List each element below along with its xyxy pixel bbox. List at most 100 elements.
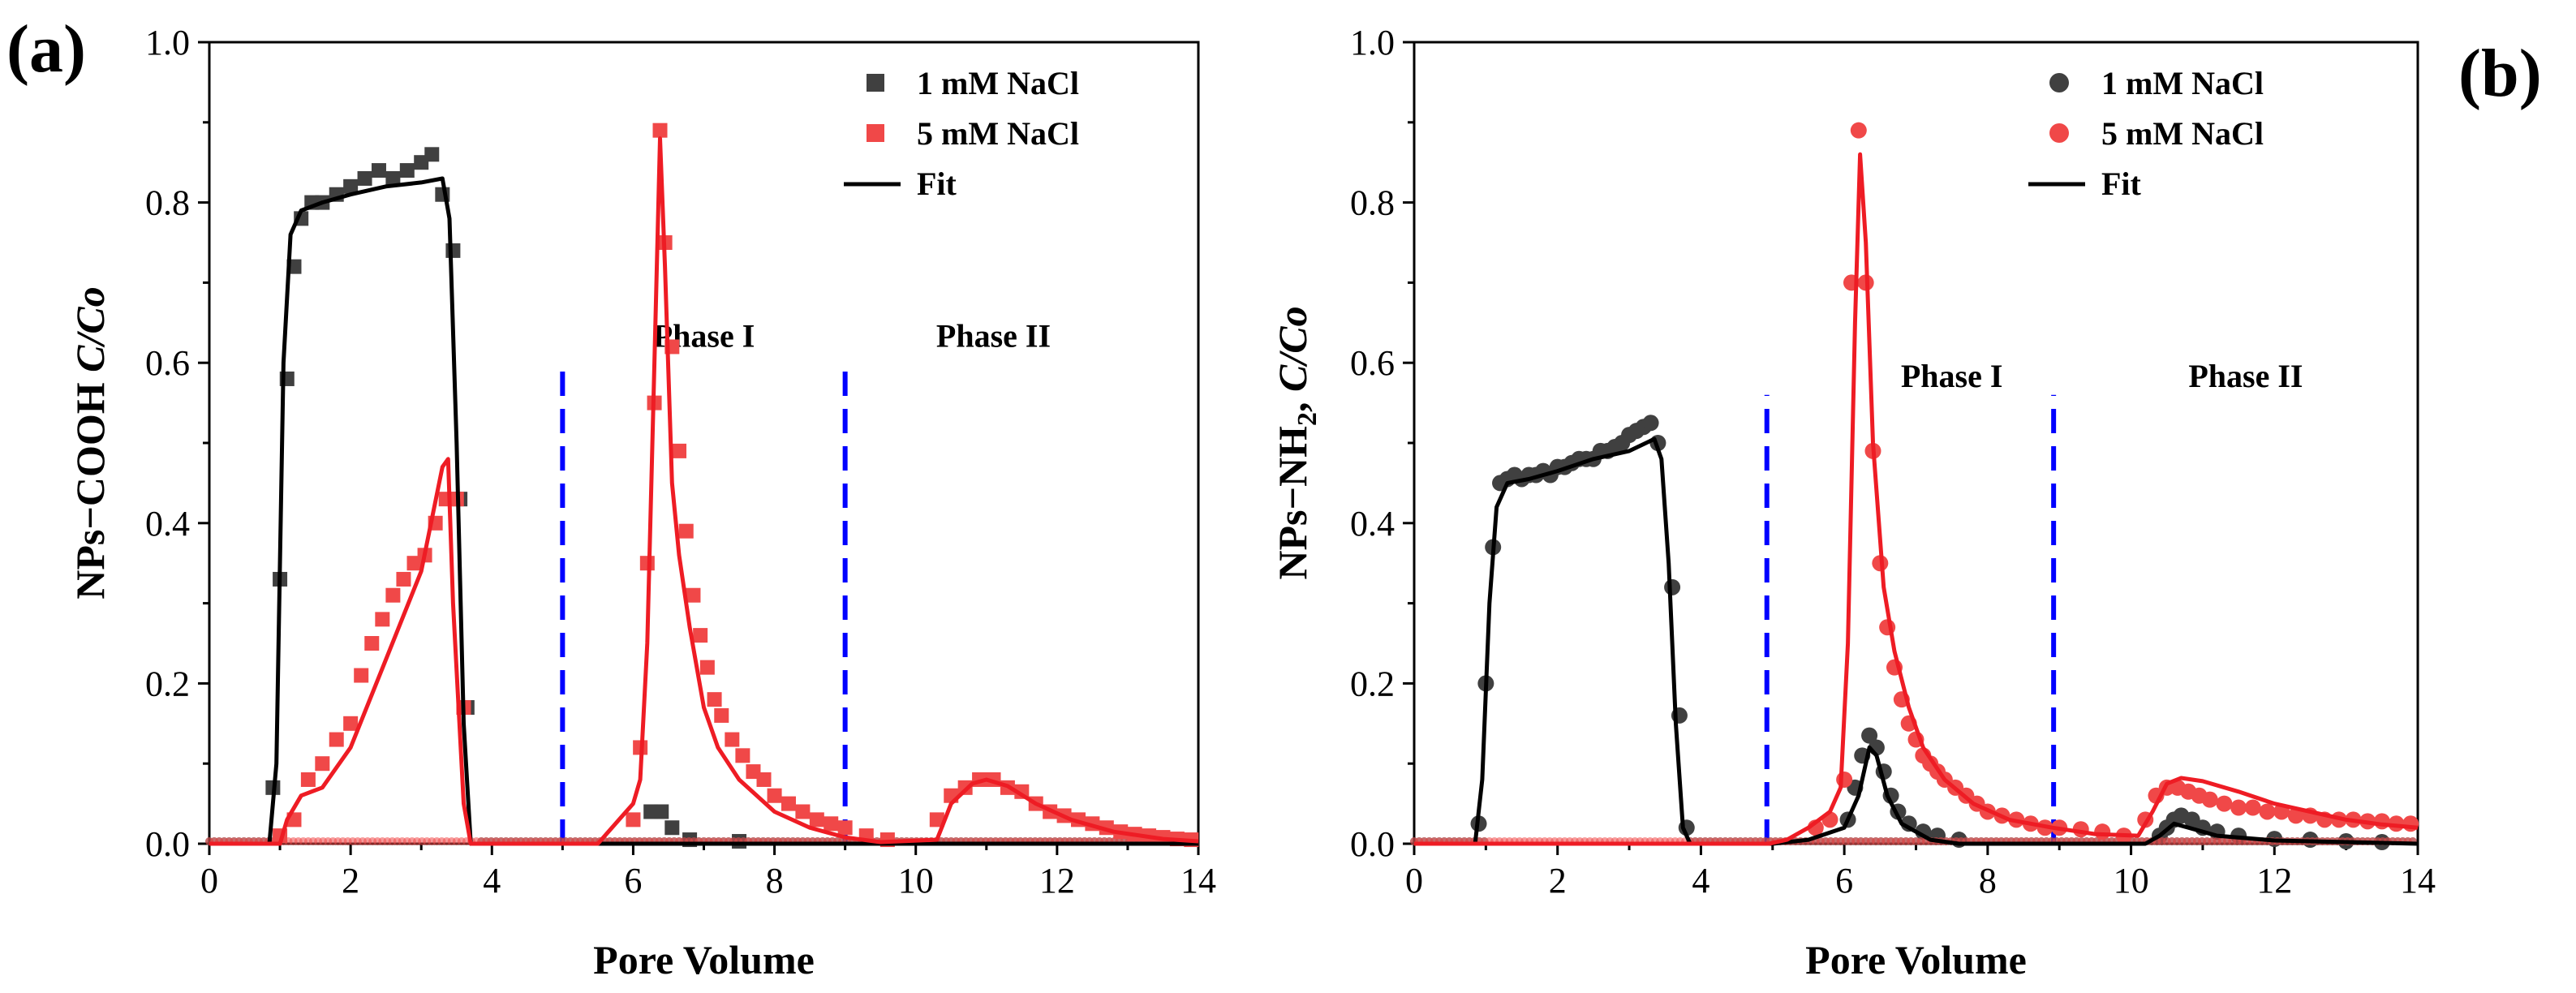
- panel-b: (b) 0 2 4 6 8 10 12 14 0.0 0.2 0.4 0.6 0.8 1.0 Pore Vo…: [1270, 23, 2542, 982]
- legend-marker: [2049, 123, 2069, 143]
- legend: 1 mM NaCl 5 mM NaCl Fit: [2028, 65, 2264, 202]
- y-axis-title: NPs−NH2, C/Co: [1270, 306, 1322, 579]
- fit-curve-5mM: [209, 136, 1199, 846]
- data-point: [693, 628, 708, 643]
- x-tick-label: 12: [1039, 861, 1075, 901]
- data-point: [445, 243, 461, 258]
- data-point: [1664, 578, 1681, 595]
- data-point: [371, 163, 386, 178]
- y-axis-title-subscript: 2: [1292, 412, 1322, 426]
- y-axis-title-italic: C/Co: [67, 286, 113, 372]
- data-point: [329, 732, 344, 747]
- data-point: [2216, 795, 2233, 812]
- x-tick-label: 10: [2114, 861, 2149, 901]
- data-point: [385, 587, 401, 603]
- panel-a-label: (a): [6, 11, 86, 87]
- x-tick-label: 6: [1835, 861, 1853, 901]
- data-point: [2230, 799, 2247, 816]
- data-point: [707, 692, 722, 707]
- data-point: [725, 732, 740, 747]
- data-point: [795, 804, 811, 819]
- x-tick-label: 2: [342, 861, 359, 901]
- data-point: [2259, 803, 2276, 820]
- y-axis-title-italic: C/Co: [1270, 306, 1315, 392]
- y-tick-label: 0.6: [145, 343, 190, 383]
- data-point: [756, 772, 772, 787]
- x-tick-label: 4: [1692, 861, 1709, 901]
- series-red-markers: [1410, 122, 2419, 846]
- x-tick-label: 14: [2400, 861, 2436, 901]
- y-axis-title-text: NPs−COOH: [67, 372, 113, 600]
- data-point: [678, 523, 694, 539]
- x-tick-label: 0: [200, 861, 218, 901]
- y-tick-label: 0.0: [1350, 824, 1395, 864]
- legend-label: 1 mM NaCl: [2101, 65, 2264, 101]
- y-tick-label: 0.0: [145, 824, 190, 864]
- y-tick-label: 0.2: [145, 664, 190, 703]
- data-point: [396, 571, 411, 587]
- data-point: [672, 443, 687, 458]
- data-point: [1850, 122, 1867, 139]
- data-point: [399, 163, 415, 178]
- legend-marker: [867, 74, 884, 92]
- x-tick-label: 12: [2256, 861, 2292, 901]
- y-axis-title: NPs−COOH C/Co: [67, 286, 113, 599]
- data-point: [315, 756, 330, 772]
- y-tick-label: 1.0: [1350, 23, 1395, 62]
- legend-marker: [867, 124, 884, 142]
- legend-marker: [2049, 73, 2069, 92]
- y-axis-title-separator: ,: [1270, 392, 1315, 412]
- x-tick-label: 14: [1180, 861, 1216, 901]
- y-tick-label: 1.0: [145, 23, 190, 62]
- y-tick-label: 0.8: [145, 183, 190, 223]
- data-point: [385, 170, 401, 186]
- panel-a: (a) 0 2 4 6 8 10 12 14 0.0 0.2 0.4 0.6 0.8 1.0 Pore Vo…: [6, 11, 1216, 982]
- data-point: [664, 820, 680, 836]
- data-point: [686, 587, 701, 603]
- data-point: [824, 816, 839, 832]
- x-tick-label: 4: [483, 861, 501, 901]
- data-point: [652, 123, 668, 138]
- legend: 1 mM NaCl 5 mM NaCl Fit: [844, 65, 1079, 202]
- phase-label: Phase II: [936, 317, 1051, 354]
- legend-label: 5 mM NaCl: [917, 115, 1079, 152]
- data-point: [2244, 799, 2261, 816]
- data-point: [699, 660, 715, 675]
- data-point: [626, 812, 641, 828]
- x-axis-title: Pore Volume: [1805, 937, 2027, 982]
- data-point: [781, 796, 796, 811]
- x-tick-label: 0: [1405, 861, 1423, 901]
- data-point: [343, 716, 359, 731]
- x-tick-label: 8: [1979, 861, 1997, 901]
- y-axis-title-text: NPs−NH: [1270, 426, 1315, 580]
- data-point: [1836, 771, 1853, 788]
- y-tick-label: 0.6: [1350, 343, 1395, 383]
- phase-label: Phase I: [1901, 358, 2003, 394]
- data-point: [354, 668, 369, 683]
- y-tick-label: 0.4: [145, 504, 190, 544]
- data-point: [424, 147, 440, 162]
- x-axis-title: Pore Volume: [593, 937, 815, 982]
- data-point: [714, 707, 729, 723]
- data-point: [654, 804, 669, 819]
- data-point: [809, 812, 824, 828]
- data-point: [837, 820, 853, 836]
- legend-label: Fit: [917, 166, 957, 202]
- y-tick-label: 0.8: [1350, 183, 1395, 223]
- legend-label: 1 mM NaCl: [917, 65, 1079, 101]
- phase-label: Phase II: [2188, 358, 2303, 394]
- legend-label: Fit: [2101, 166, 2142, 202]
- y-tick-label: 0.4: [1350, 504, 1395, 544]
- x-tick-label: 6: [624, 861, 642, 901]
- data-point: [343, 178, 359, 194]
- data-point: [357, 170, 372, 186]
- fit-curve-5mM: [1414, 152, 2419, 846]
- x-tick-label: 10: [898, 861, 934, 901]
- fit-curve-1mM: [209, 176, 1198, 846]
- panel-b-label: (b): [2458, 36, 2542, 111]
- y-tick-label: 0.2: [1350, 664, 1395, 703]
- data-point: [300, 772, 316, 787]
- data-point: [1861, 727, 1878, 744]
- x-tick-label: 8: [766, 861, 784, 901]
- data-point: [364, 636, 380, 651]
